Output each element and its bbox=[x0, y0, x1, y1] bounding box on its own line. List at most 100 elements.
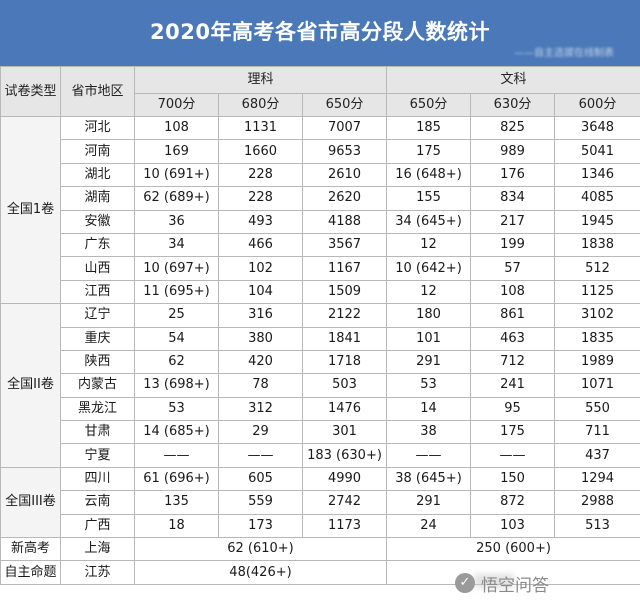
region-cell: 湖南 bbox=[60, 186, 135, 211]
table-row: 重庆 54 380 1841 101 463 1835 bbox=[1, 326, 640, 351]
value-cell: 2620 bbox=[301, 186, 388, 211]
value-cell: 54 bbox=[134, 326, 219, 351]
region-cell: 宁夏 bbox=[60, 443, 135, 468]
value-cell: 1509 bbox=[301, 279, 388, 305]
region-cell: 四川 bbox=[60, 466, 135, 492]
value-cell: 169 bbox=[134, 139, 219, 164]
value-cell: 10 (642+) bbox=[386, 256, 472, 281]
value-cell: 103 bbox=[470, 513, 556, 539]
region-cell: 黑龙江 bbox=[60, 396, 135, 422]
speech-bubble-icon: ✓ bbox=[455, 573, 475, 593]
value-cell: 825 bbox=[470, 115, 556, 141]
table-row: 全国1卷 河北 108 1131 7007 185 825 3648 bbox=[0, 115, 640, 305]
value-cell: 3567 bbox=[301, 232, 388, 258]
value-cell: 1835 bbox=[554, 326, 640, 351]
arts-merged-cell: 250 (600+) bbox=[386, 537, 640, 562]
value-cell: 503 bbox=[301, 373, 388, 398]
value-cell: 312 bbox=[218, 396, 303, 422]
value-cell: 513 bbox=[554, 513, 640, 539]
table-row: 湖南 62 (689+) 228 2620 155 834 4085 bbox=[1, 186, 640, 211]
value-cell: 108 bbox=[134, 115, 219, 141]
table-row: 宁夏 —— —— 183 (630+) —— —— 437 bbox=[1, 443, 640, 468]
value-cell: 135 bbox=[134, 490, 219, 515]
value-cell: 217 bbox=[470, 209, 556, 234]
value-cell: 180 bbox=[386, 303, 472, 328]
value-cell: 301 bbox=[301, 420, 388, 445]
value-cell: —— bbox=[470, 443, 556, 468]
exam-type-cell: 全国1卷 bbox=[0, 115, 61, 305]
value-cell: 175 bbox=[386, 139, 472, 164]
table-row: 全国II卷 辽宁 25 316 2122 180 861 3102 bbox=[0, 303, 640, 468]
region-cell: 陕西 bbox=[60, 349, 135, 375]
value-cell: 872 bbox=[470, 490, 556, 515]
value-cell: 62 (689+) bbox=[134, 186, 219, 211]
value-cell: 155 bbox=[386, 186, 472, 211]
header-arts-650: 650分 bbox=[386, 93, 472, 117]
value-cell: 95 bbox=[470, 396, 556, 422]
value-cell: 175 bbox=[470, 420, 556, 445]
value-cell: 4188 bbox=[301, 209, 388, 234]
value-cell: 24 bbox=[386, 513, 472, 539]
value-cell: 2742 bbox=[301, 490, 388, 515]
page-title: 2020年高考各省市高分段人数统计 bbox=[150, 20, 490, 44]
value-cell: 512 bbox=[554, 256, 640, 281]
value-cell: 14 bbox=[386, 396, 472, 422]
table-row: 全国III卷 四川 61 (696+) 605 4990 38 (645+) 150 1294 bbox=[0, 466, 640, 539]
header-sci-680: 680分 bbox=[218, 93, 303, 117]
region-cell: 上海 bbox=[60, 537, 135, 562]
table-row: 河南 169 1660 9653 175 989 5041 bbox=[1, 139, 640, 164]
special-row-jiangsu: 自主命题 江苏 48(426+) bbox=[0, 560, 640, 585]
region-cell: 内蒙古 bbox=[60, 373, 135, 398]
value-cell: 5041 bbox=[554, 139, 640, 164]
header-science: 理科 bbox=[133, 66, 388, 94]
value-cell: 14 (685+) bbox=[134, 420, 219, 445]
value-cell: 380 bbox=[218, 326, 303, 351]
value-cell: 1125 bbox=[554, 279, 640, 305]
value-cell: 241 bbox=[470, 373, 556, 398]
value-cell: 34 (645+) bbox=[386, 209, 472, 234]
value-cell: 1131 bbox=[218, 115, 303, 141]
watermark: ✓ 悟空问答 bbox=[455, 570, 549, 596]
value-cell: 4085 bbox=[554, 186, 640, 211]
value-cell: 1838 bbox=[554, 232, 640, 258]
value-cell: 62 bbox=[134, 349, 219, 375]
value-cell: 228 bbox=[218, 162, 303, 188]
value-cell: 463 bbox=[470, 326, 556, 351]
table-row: 黑龙江 53 312 1476 14 95 550 bbox=[1, 396, 640, 422]
header-arts-630: 630分 bbox=[470, 93, 556, 117]
value-cell: 183 (630+) bbox=[301, 443, 388, 468]
region-cell: 重庆 bbox=[60, 326, 135, 351]
value-cell: 2122 bbox=[301, 303, 388, 328]
region-cell: 辽宁 bbox=[60, 303, 135, 328]
value-cell: 437 bbox=[554, 443, 640, 468]
header-region: 省市地区 bbox=[60, 66, 135, 117]
value-cell: 102 bbox=[218, 256, 303, 281]
table-row: 云南 135 559 2742 291 872 2988 bbox=[1, 490, 640, 515]
value-cell: 2610 bbox=[301, 162, 388, 188]
value-cell: —— bbox=[386, 443, 472, 468]
value-cell: 53 bbox=[134, 396, 219, 422]
all-merged-cell: 48(426+) bbox=[133, 560, 388, 585]
value-cell: 1167 bbox=[301, 256, 388, 281]
watermark-text: 悟空问答 bbox=[481, 575, 549, 596]
header-sci-700: 700分 bbox=[134, 93, 219, 117]
value-cell: —— bbox=[134, 443, 219, 468]
value-cell: 10 (697+) bbox=[134, 256, 219, 281]
value-cell: 1841 bbox=[301, 326, 388, 351]
value-cell: 989 bbox=[470, 139, 556, 164]
value-cell: 10 (691+) bbox=[134, 162, 219, 188]
value-cell: 228 bbox=[218, 186, 303, 211]
value-cell: 605 bbox=[218, 466, 303, 492]
value-cell: 13 (698+) bbox=[134, 373, 219, 398]
value-cell: 34 bbox=[134, 232, 219, 258]
region-cell: 广东 bbox=[60, 232, 135, 258]
value-cell: 150 bbox=[470, 466, 556, 492]
region-cell: 甘肃 bbox=[60, 420, 135, 445]
science-merged-cell: 62 (610+) bbox=[133, 537, 388, 562]
value-cell: 108 bbox=[470, 279, 556, 305]
region-cell: 山西 bbox=[60, 256, 135, 281]
region-cell: 广西 bbox=[60, 513, 135, 539]
region-cell: 安徽 bbox=[60, 209, 135, 234]
value-cell: 12 bbox=[386, 232, 472, 258]
region-cell: 江西 bbox=[60, 279, 135, 305]
